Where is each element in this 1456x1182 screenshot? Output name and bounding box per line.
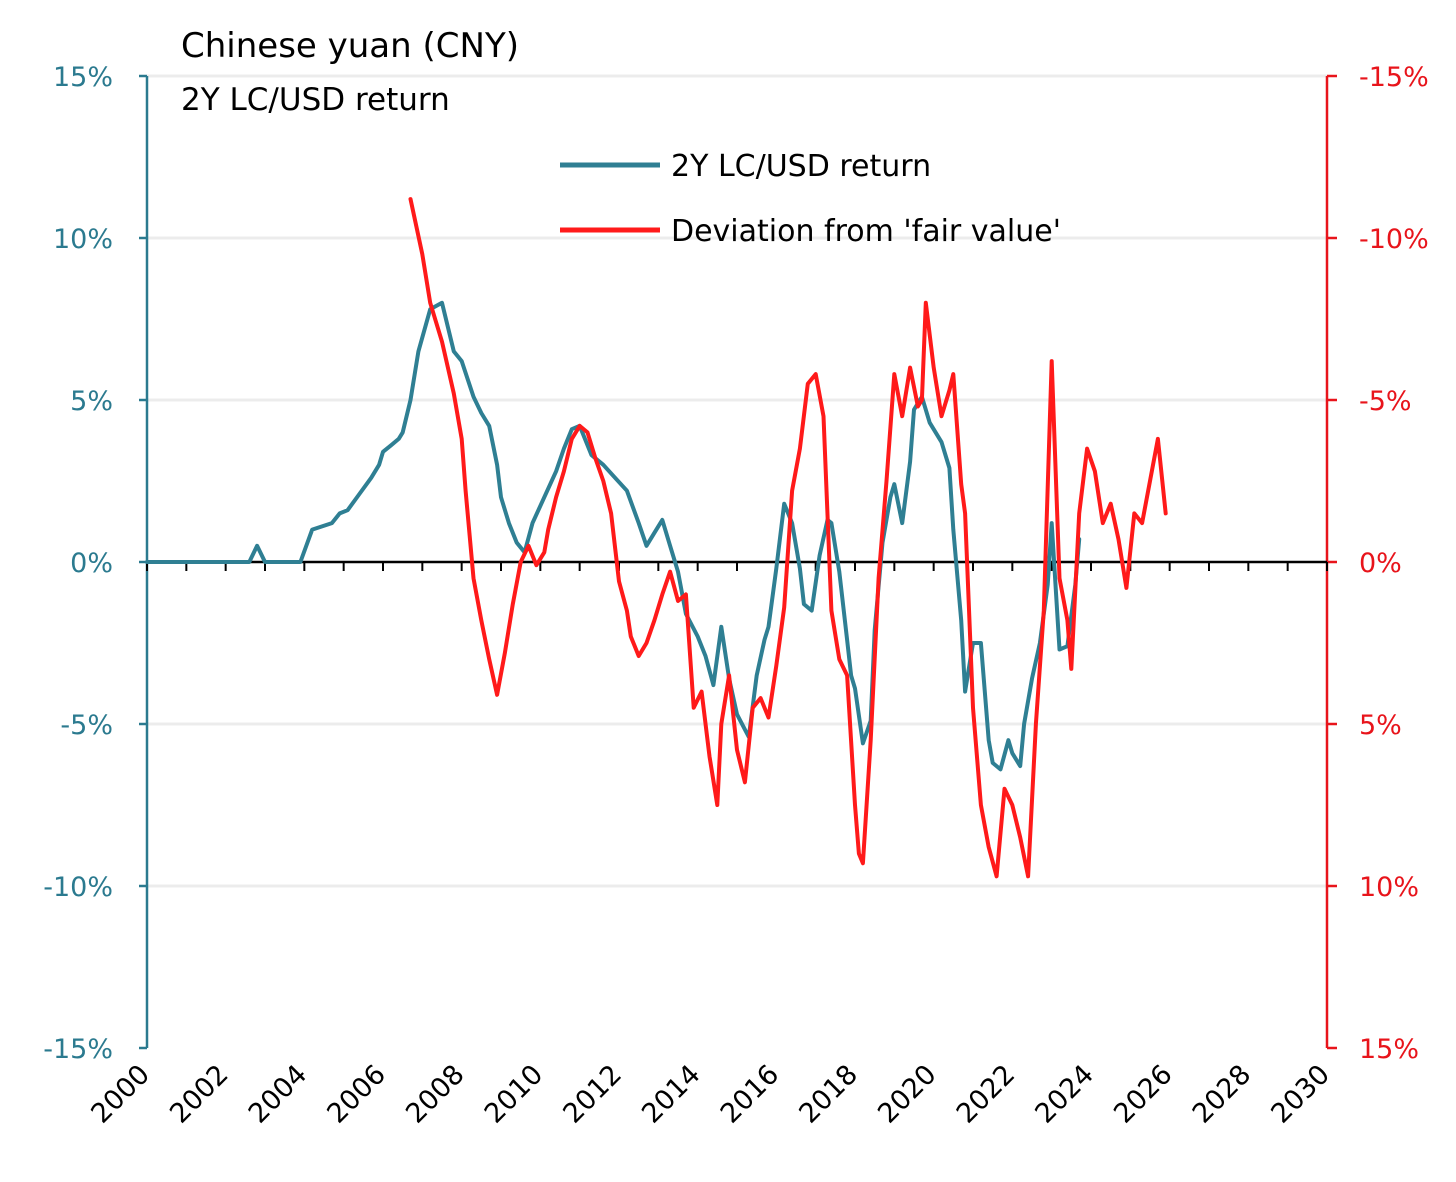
- gridlines: [147, 74, 1327, 888]
- left-axis-tick-label: -15%: [43, 1034, 113, 1065]
- chart-title: Chinese yuan (CNY): [181, 26, 519, 66]
- legend: 2Y LC/USD return Deviation from 'fair va…: [560, 149, 1061, 249]
- left-axis-tick-label: 5%: [70, 386, 113, 417]
- right-axis-tick-label: 10%: [1359, 872, 1419, 903]
- x-axis-tick-label: 2014: [636, 1059, 707, 1130]
- right-axis-tick-label: 5%: [1359, 710, 1402, 741]
- right-axis-tick-label: 0%: [1359, 548, 1402, 579]
- left-axis-tick-label: 0%: [70, 548, 113, 579]
- right-axis-tick-label: 15%: [1359, 1034, 1419, 1065]
- x-axis-tick-label: 2008: [400, 1059, 471, 1130]
- x-axis-tick-label: 2012: [557, 1059, 628, 1130]
- series-line-return: [145, 300, 1082, 772]
- right-axis-tick-label: -10%: [1359, 224, 1429, 255]
- left-axis-tick-label: 15%: [53, 62, 113, 93]
- x-axis-tick-label: 2010: [479, 1059, 550, 1130]
- left-axis-tick-label: -5%: [60, 710, 113, 741]
- x-axis-tick-label: 2006: [321, 1059, 392, 1130]
- series-lines: [145, 197, 1168, 879]
- left-axis-tick-label: 10%: [53, 224, 113, 255]
- legend-label-return: 2Y LC/USD return: [671, 149, 931, 184]
- x-axis-tick-label: 2020: [872, 1059, 943, 1130]
- chart-subtitle: 2Y LC/USD return: [181, 82, 450, 118]
- x-axis-tick-label: 2030: [1265, 1059, 1336, 1130]
- x-axis-tick-label: 2018: [793, 1059, 864, 1130]
- right-axis-tick-label: -15%: [1359, 62, 1429, 93]
- x-axis-tick-label: 2002: [164, 1059, 235, 1130]
- x-axis-tick-label: 2016: [715, 1059, 786, 1130]
- legend-label-deviation: Deviation from 'fair value': [671, 214, 1061, 249]
- x-axis-tick-label: 2000: [85, 1059, 156, 1130]
- left-axis-tick-label: -10%: [43, 872, 113, 903]
- x-axis-tick-label: 2022: [951, 1059, 1022, 1130]
- series-line-deviation: [408, 197, 1168, 879]
- right-axis-tick-label: -5%: [1359, 386, 1412, 417]
- x-axis-tick-label: 2028: [1187, 1059, 1258, 1130]
- x-axis-tick-label: 2026: [1108, 1059, 1179, 1130]
- x-axis-tick-label: 2004: [243, 1059, 314, 1130]
- x-axis-tick-label: 2024: [1029, 1059, 1100, 1130]
